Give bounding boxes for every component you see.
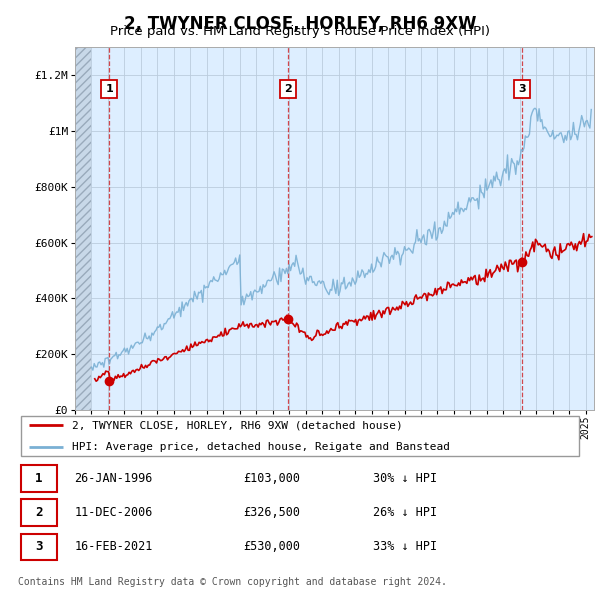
Text: 1: 1 [105, 84, 113, 94]
Text: Price paid vs. HM Land Registry's House Price Index (HPI): Price paid vs. HM Land Registry's House … [110, 25, 490, 38]
Text: 11-DEC-2006: 11-DEC-2006 [74, 506, 153, 519]
Text: Contains HM Land Registry data © Crown copyright and database right 2024.
This d: Contains HM Land Registry data © Crown c… [18, 577, 447, 590]
Text: HPI: Average price, detached house, Reigate and Banstead: HPI: Average price, detached house, Reig… [71, 442, 449, 451]
FancyBboxPatch shape [21, 417, 579, 455]
Text: 1: 1 [35, 472, 43, 485]
Text: 16-FEB-2021: 16-FEB-2021 [74, 540, 153, 553]
FancyBboxPatch shape [21, 465, 58, 492]
Text: 2: 2 [284, 84, 292, 94]
FancyBboxPatch shape [21, 533, 58, 560]
Text: 26% ↓ HPI: 26% ↓ HPI [373, 506, 437, 519]
Text: 2, TWYNER CLOSE, HORLEY, RH6 9XW (detached house): 2, TWYNER CLOSE, HORLEY, RH6 9XW (detach… [71, 421, 403, 430]
Text: 3: 3 [518, 84, 526, 94]
Text: 30% ↓ HPI: 30% ↓ HPI [373, 472, 437, 485]
Bar [75, 47, 91, 410]
Text: 33% ↓ HPI: 33% ↓ HPI [373, 540, 437, 553]
Text: £326,500: £326,500 [244, 506, 301, 519]
Text: 2, TWYNER CLOSE, HORLEY, RH6 9XW: 2, TWYNER CLOSE, HORLEY, RH6 9XW [124, 15, 476, 33]
Text: £530,000: £530,000 [244, 540, 301, 553]
Text: 2: 2 [35, 506, 43, 519]
Text: 3: 3 [35, 540, 43, 553]
Text: £103,000: £103,000 [244, 472, 301, 485]
Text: 26-JAN-1996: 26-JAN-1996 [74, 472, 153, 485]
FancyBboxPatch shape [21, 499, 58, 526]
